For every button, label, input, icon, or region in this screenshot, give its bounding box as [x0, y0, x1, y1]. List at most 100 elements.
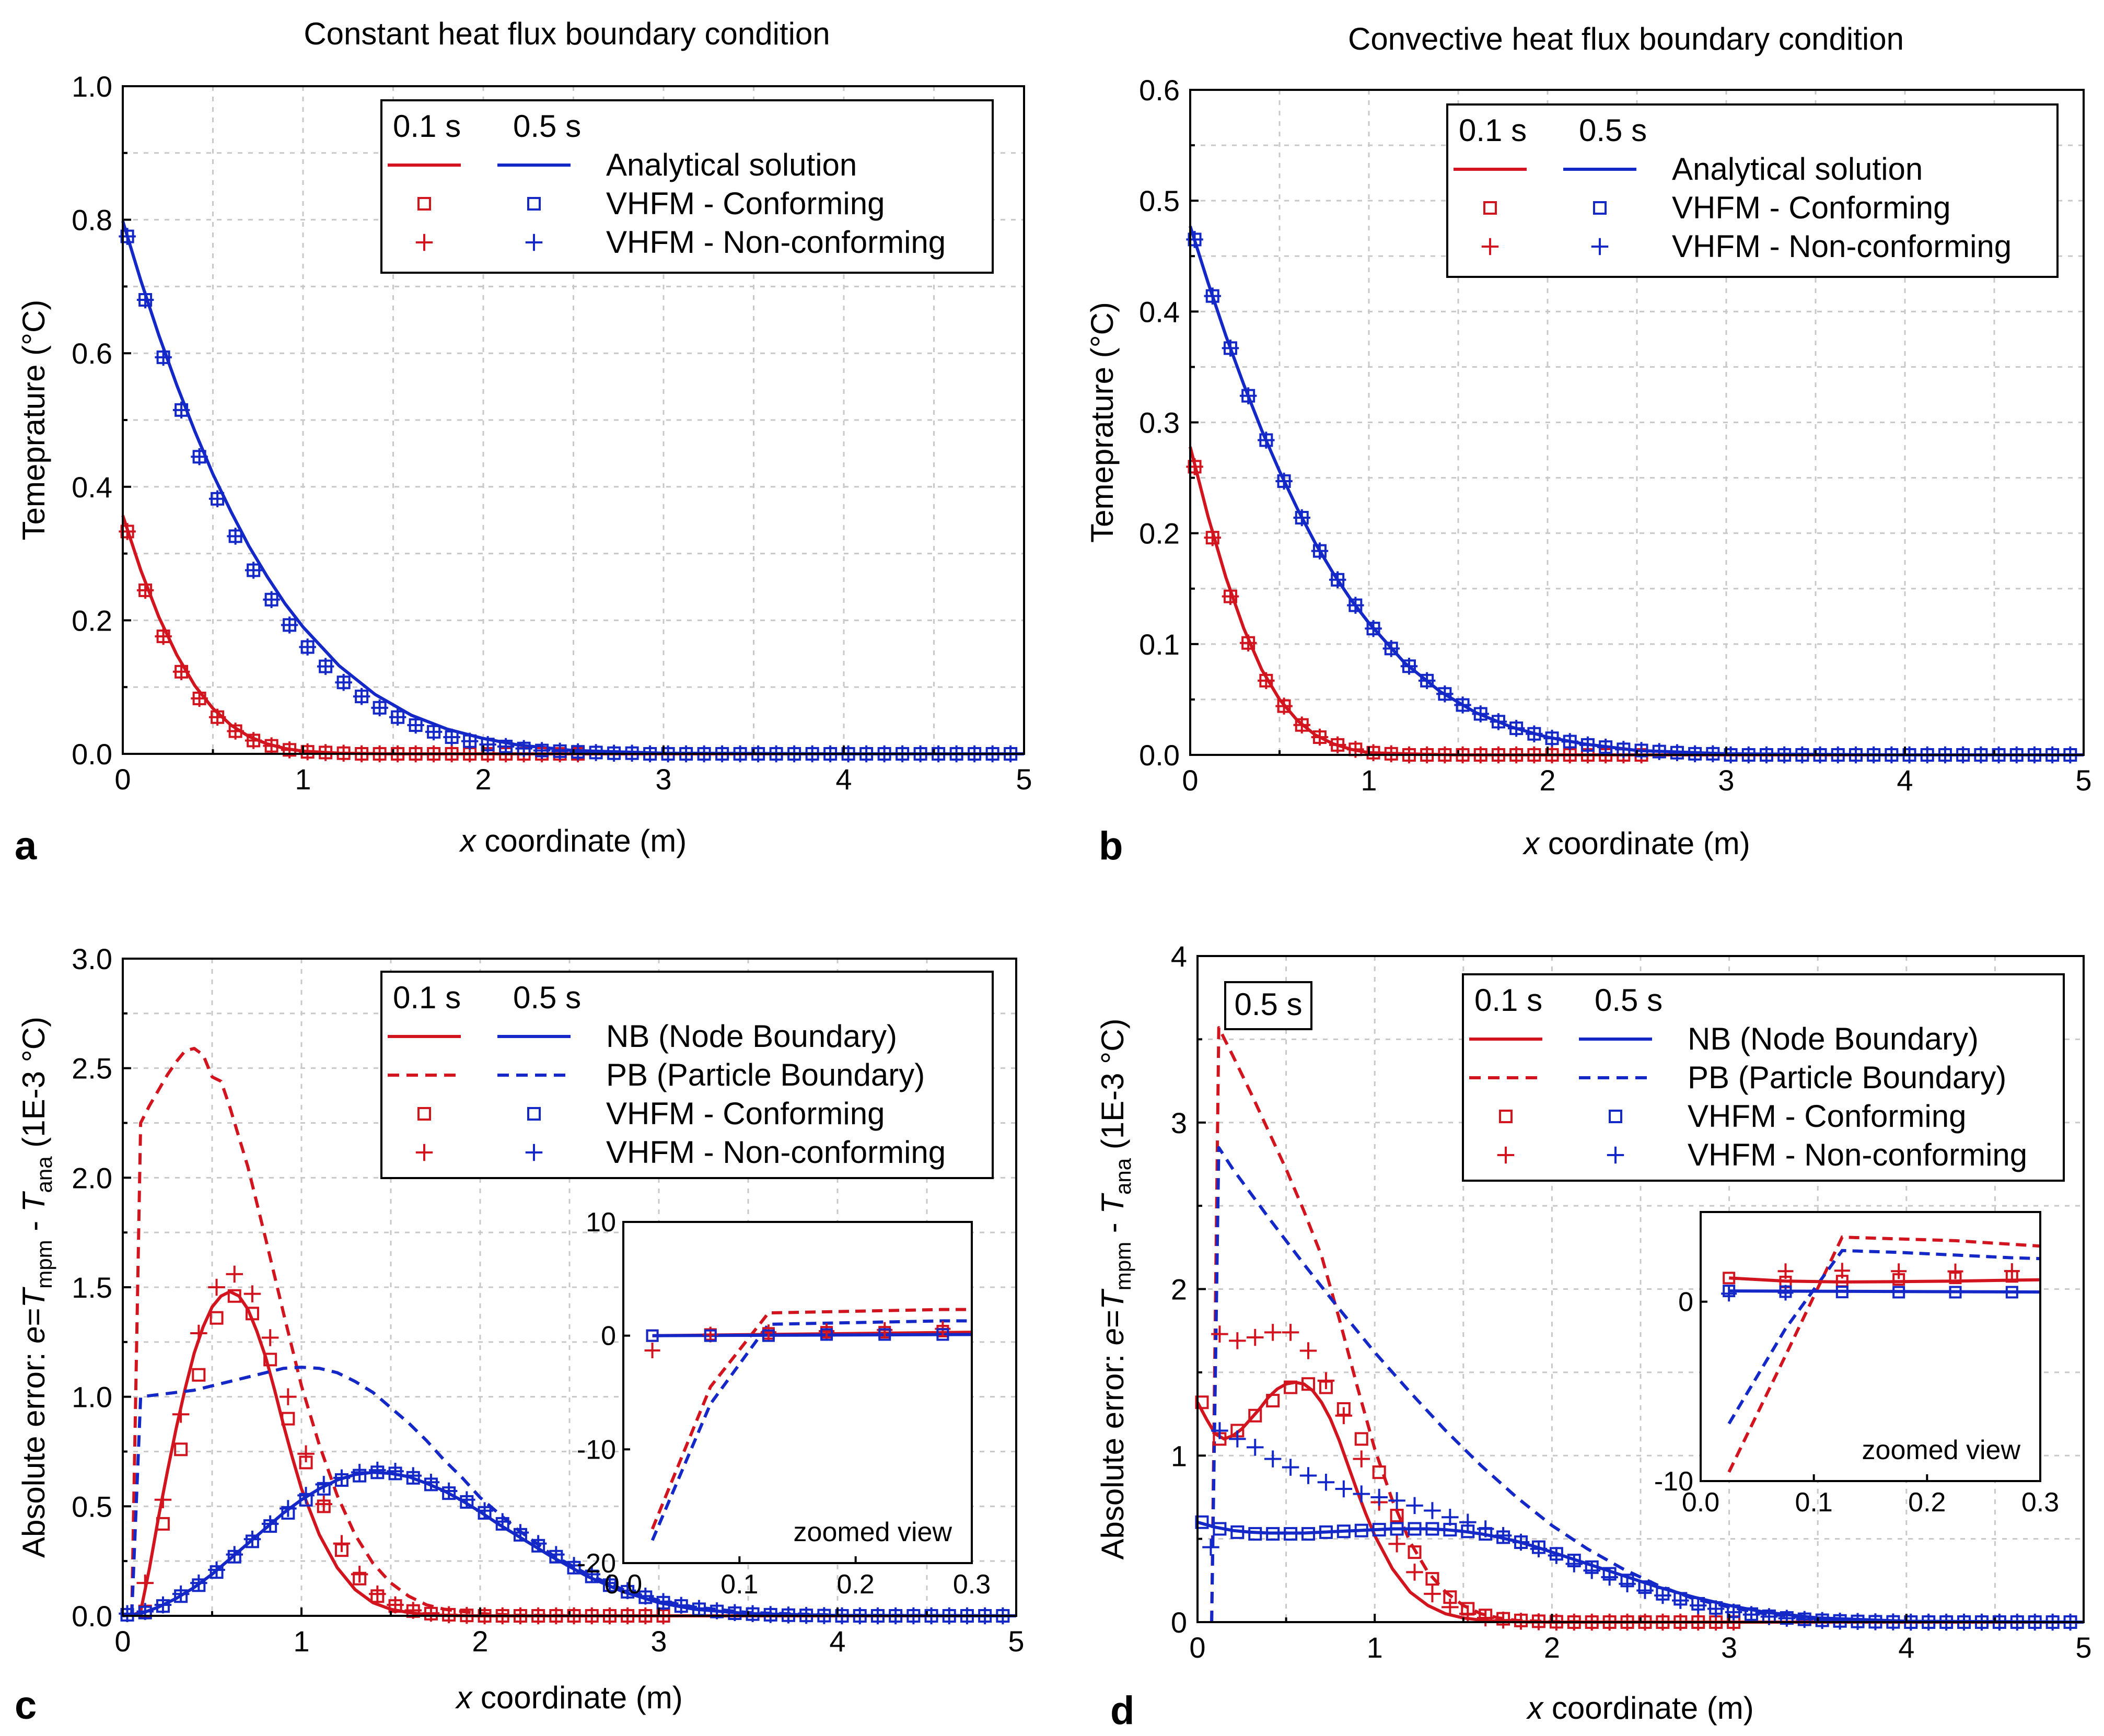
chart-panel-d: 0 1 2 3 4 5 0 1 2 3 4 x coordinate (m) Absolute erro…	[1095, 940, 2092, 1733]
data-point	[299, 743, 316, 761]
y-tick-label: 0.8	[72, 204, 112, 237]
data-point	[1365, 744, 1382, 762]
data-point	[512, 1524, 529, 1541]
inset-data-point	[704, 1329, 717, 1342]
data-point	[1530, 1540, 1548, 1557]
panel-label: a	[15, 824, 37, 868]
data-point	[1230, 1525, 1245, 1539]
x-tick-label: 0	[1182, 764, 1198, 797]
y-axis-label: Temeprature (°C)	[16, 300, 51, 541]
data-point	[762, 1606, 779, 1623]
data-point	[1284, 1527, 1298, 1541]
data-point	[1689, 1597, 1707, 1614]
data-point	[226, 1265, 243, 1283]
inset-background	[1701, 1212, 2040, 1481]
legend-symbol	[1483, 201, 1497, 215]
data-point	[479, 736, 496, 753]
x-axis-label: x coordinate (m)	[459, 823, 687, 858]
data-point	[191, 690, 208, 707]
y-tick-label: 3	[1171, 1106, 1187, 1139]
data-point	[227, 528, 244, 545]
data-point	[529, 1535, 547, 1552]
series-group	[119, 1046, 1017, 1625]
data-point	[387, 1596, 404, 1614]
data-point	[1490, 713, 1507, 730]
data-point	[1633, 742, 1650, 759]
inset-data-point	[936, 1328, 949, 1341]
data-point	[1668, 744, 1686, 762]
data-point	[136, 581, 154, 599]
data-point	[245, 562, 262, 579]
data-point	[1335, 1407, 1353, 1424]
inset-y-tick-label: -10	[577, 1435, 616, 1465]
legend-entry: VHFM - Conforming	[1672, 190, 1950, 225]
data-point	[369, 1461, 386, 1479]
data-point	[1282, 1324, 1299, 1341]
data-point	[191, 448, 208, 465]
series-line-nb-05	[122, 1471, 1017, 1617]
legend-time-0-5s: 0.5 s	[1595, 983, 1663, 1018]
data-point	[1211, 1325, 1228, 1343]
data-point	[136, 1603, 154, 1620]
inset-data-point	[1721, 1286, 1737, 1302]
data-point	[353, 688, 370, 705]
data-point	[440, 1606, 458, 1624]
data-point	[1347, 597, 1364, 614]
data-point	[1442, 1508, 1459, 1526]
data-point	[1266, 1527, 1280, 1541]
data-point	[297, 1487, 315, 1504]
data-point	[1814, 1612, 1831, 1629]
x-tick-label: 0	[1189, 1631, 1205, 1664]
data-point	[280, 1388, 297, 1405]
legend-entry: Analytical solution	[1672, 152, 1923, 187]
inset-data-point	[644, 1342, 660, 1358]
x-tick-label: 3	[655, 763, 671, 796]
data-point	[119, 523, 136, 540]
data-point	[172, 1405, 190, 1423]
data-point	[369, 1585, 386, 1603]
data-point	[119, 1605, 136, 1623]
data-point	[243, 1530, 261, 1548]
data-point	[208, 490, 226, 508]
x-tick-label: 4	[835, 763, 852, 796]
inset-data-point	[1892, 1286, 1905, 1299]
data-point	[172, 1585, 190, 1603]
annotation-text: 0.5 s	[1234, 987, 1302, 1022]
data-point	[1565, 1555, 1583, 1572]
data-point	[208, 1278, 225, 1296]
data-point	[281, 741, 298, 759]
data-point	[245, 732, 262, 749]
y-tick-label: 0.4	[1139, 295, 1180, 328]
x-axis-label: x coordinate (m)	[455, 1680, 682, 1715]
data-point	[587, 744, 605, 761]
data-point	[1299, 1342, 1317, 1359]
annotation-box	[1224, 981, 1312, 1030]
inset-x-tick-label: 0.3	[2021, 1487, 2059, 1518]
data-point	[1229, 1430, 1246, 1448]
legend-entry: VHFM - Non-conforming	[1672, 229, 2012, 264]
y-tick-label: 2.0	[72, 1161, 112, 1194]
y-tick-label: 0.6	[1139, 74, 1180, 107]
y-axis-label: Temeprature (°C)	[1085, 302, 1120, 543]
y-tick-label: 3.0	[72, 942, 112, 975]
data-point	[1382, 745, 1400, 763]
series-line-nb-01	[131, 1290, 1016, 1617]
data-point	[1211, 1422, 1228, 1439]
data-point	[1319, 1525, 1333, 1539]
legend-symbol	[527, 197, 541, 211]
data-point	[155, 627, 172, 645]
data-point	[1408, 1545, 1422, 1559]
data-point	[1329, 571, 1346, 589]
inset-series-line	[652, 1333, 972, 1337]
data-point	[1311, 542, 1329, 560]
data-point	[1382, 640, 1400, 657]
data-point	[1512, 1533, 1530, 1551]
data-point	[1258, 432, 1275, 449]
inset-x-tick-label: 0.2	[1908, 1487, 1946, 1518]
data-point	[672, 1597, 690, 1614]
legend: 0.1 s 0.5 s NB (Node Boundary) PB (Particle…	[1462, 973, 2065, 1182]
legend-symbol	[417, 197, 431, 211]
data-point	[1742, 1606, 1760, 1623]
data-point	[210, 1311, 224, 1325]
